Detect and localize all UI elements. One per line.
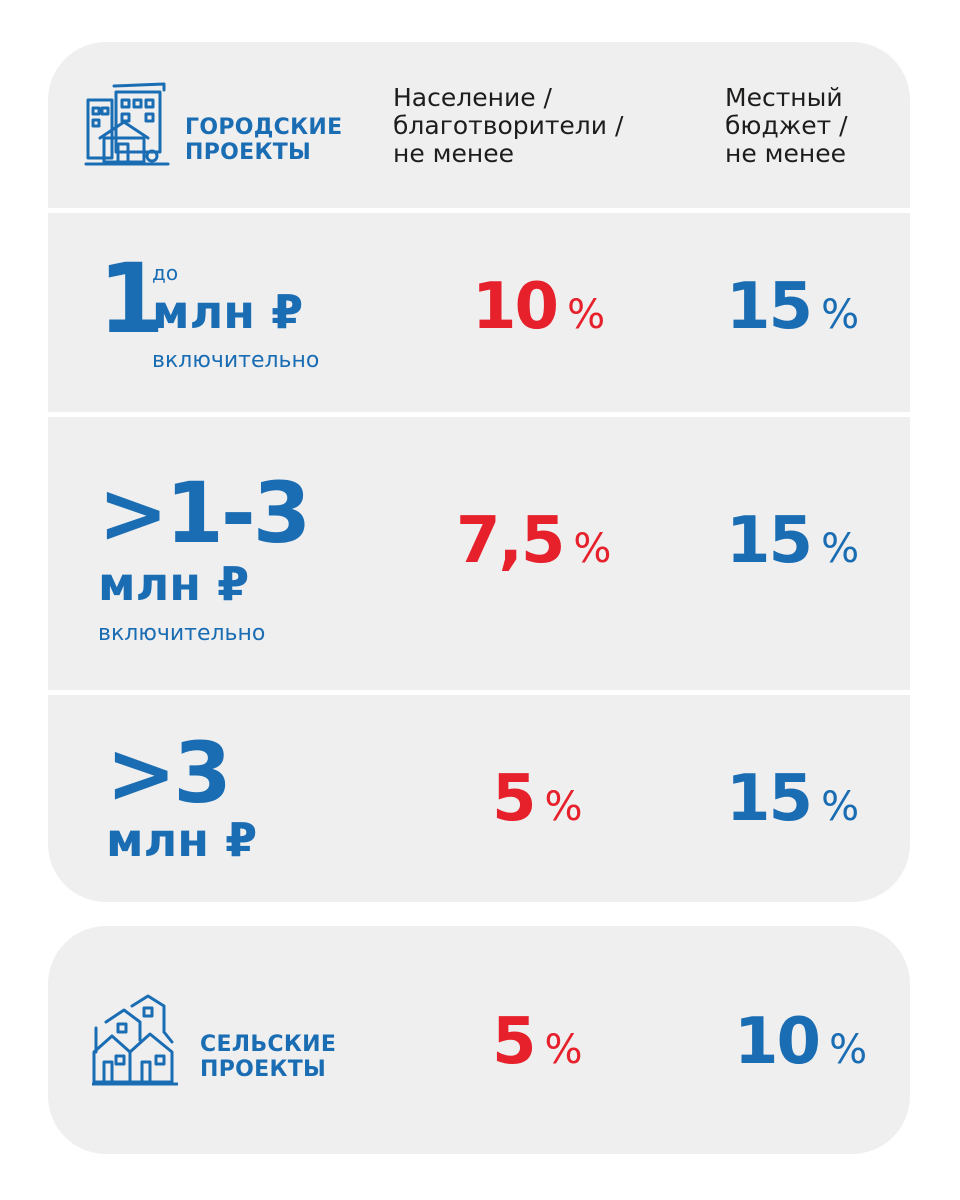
amount-big: 1 bbox=[98, 243, 165, 355]
budget-percent: 15% bbox=[726, 767, 859, 831]
budget-percent-value: 10 bbox=[734, 1005, 821, 1079]
percent-sign: % bbox=[544, 1027, 583, 1073]
population-percent: 7,5% bbox=[456, 509, 611, 573]
budget-percent-value: 15 bbox=[726, 504, 813, 578]
urban-category-label: ГОРОДСКИЕ ПРОЕКТЫ bbox=[185, 115, 342, 165]
urban-header-row: ГОРОДСКИЕ ПРОЕКТЫ Население / благотвори… bbox=[48, 42, 910, 208]
percent-sign: % bbox=[821, 526, 860, 572]
percent-sign: % bbox=[829, 1027, 868, 1073]
village-houses-icon bbox=[92, 992, 178, 1086]
budget-column-header: Местный бюджет / не менее bbox=[725, 84, 848, 168]
budget-header-line2: бюджет / bbox=[725, 111, 848, 140]
rural-label-line1: СЕЛЬСКИЕ bbox=[200, 1032, 337, 1057]
amount-prefix: до bbox=[152, 261, 179, 285]
amount-big: >3 bbox=[106, 724, 232, 822]
amount-big: >1-3 bbox=[98, 464, 311, 562]
amount-unit: млн ₽ bbox=[98, 557, 250, 611]
table-row: >3 млн ₽ 5% 15% bbox=[48, 695, 910, 902]
budget-percent: 15% bbox=[726, 509, 859, 573]
amount-note: включительно bbox=[98, 621, 266, 646]
city-buildings-icon bbox=[84, 82, 170, 168]
budget-header-line1: Местный bbox=[725, 83, 843, 112]
amount-note: включительно bbox=[152, 348, 320, 373]
budget-percent-value: 15 bbox=[726, 270, 813, 344]
amount-unit: млн ₽ bbox=[106, 813, 258, 867]
table-row: >1-3 млн ₽ включительно 7,5% 15% bbox=[48, 417, 910, 690]
budget-header-line3: не менее bbox=[725, 139, 847, 168]
percent-sign: % bbox=[821, 784, 860, 830]
population-percent-value: 5 bbox=[492, 1005, 537, 1079]
rural-population-percent: 5% bbox=[492, 1010, 583, 1074]
urban-projects-table: ГОРОДСКИЕ ПРОЕКТЫ Население / благотвори… bbox=[48, 42, 910, 902]
population-percent-value: 5 bbox=[492, 762, 537, 836]
percent-sign: % bbox=[544, 784, 583, 830]
population-percent: 10% bbox=[472, 275, 605, 339]
table-row: 1 до млн ₽ включительно 10% 15% bbox=[48, 213, 910, 412]
population-percent-value: 7,5 bbox=[456, 504, 565, 578]
population-percent-value: 10 bbox=[472, 270, 559, 344]
percent-sign: % bbox=[573, 526, 612, 572]
rural-projects-panel: СЕЛЬСКИЕ ПРОЕКТЫ 5% 10% bbox=[48, 926, 910, 1154]
rural-category-label: СЕЛЬСКИЕ ПРОЕКТЫ bbox=[200, 1032, 336, 1082]
rural-label-line2: ПРОЕКТЫ bbox=[200, 1057, 327, 1082]
population-header-line1: Население / bbox=[393, 83, 552, 112]
percent-sign: % bbox=[821, 292, 860, 338]
budget-percent: 15% bbox=[726, 275, 859, 339]
population-header-line3: не менее bbox=[393, 139, 515, 168]
amount-unit: млн ₽ bbox=[152, 285, 304, 339]
percent-sign: % bbox=[567, 292, 606, 338]
urban-label-line2: ПРОЕКТЫ bbox=[185, 140, 312, 165]
population-header-line2: благотворители / bbox=[393, 111, 624, 140]
population-column-header: Население / благотворители / не менее bbox=[393, 84, 623, 168]
urban-label-line1: ГОРОДСКИЕ bbox=[185, 115, 343, 140]
rural-budget-percent: 10% bbox=[734, 1010, 867, 1074]
population-percent: 5% bbox=[492, 767, 583, 831]
budget-percent-value: 15 bbox=[726, 762, 813, 836]
